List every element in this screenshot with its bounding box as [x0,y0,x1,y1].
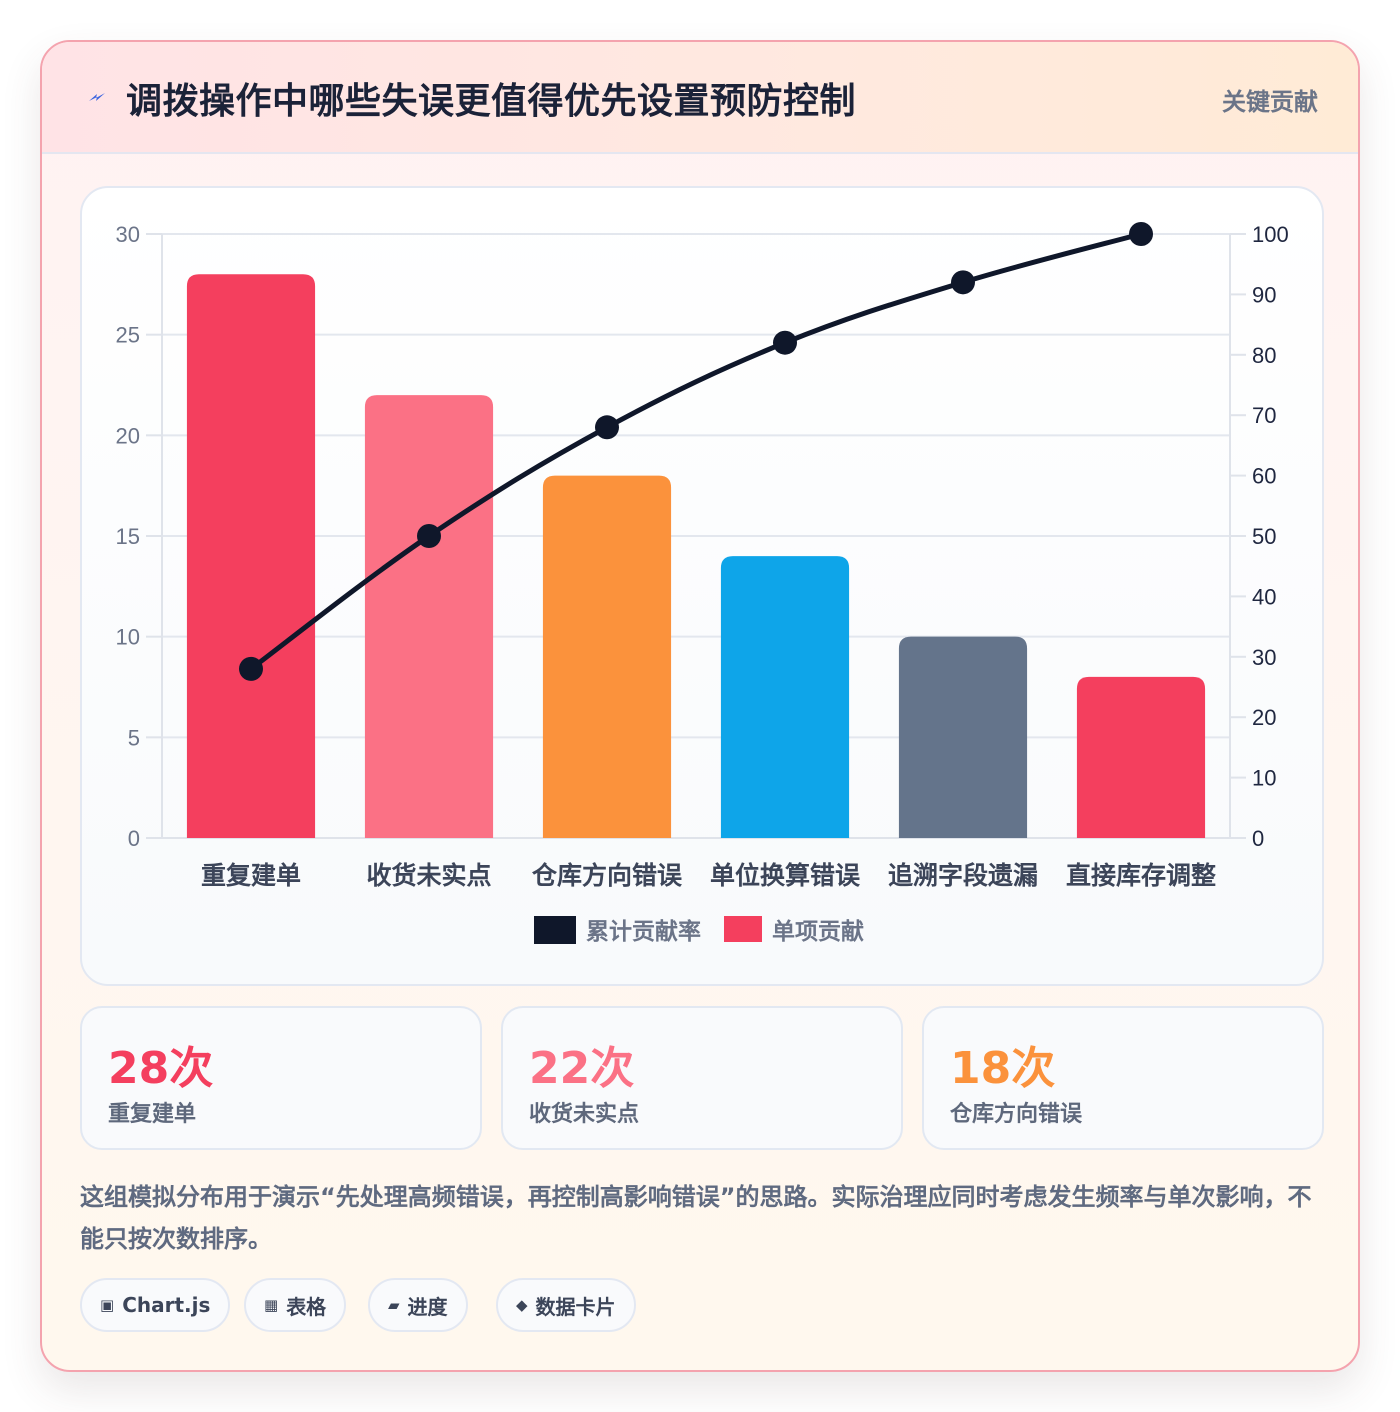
stat-value: 18次 [950,1043,1056,1094]
y-left-tick-label: 30 [116,222,140,247]
x-tick-label: 仓库方向错误 [531,861,683,890]
cumulative-point-6 [1129,222,1153,246]
y-right-tick-label: 10 [1252,766,1276,791]
explanation-note: 这组模拟分布用于演示“先处理高频错误，再控制高影响错误”的思路。实际治理应同时考… [80,1183,1312,1253]
chart-panel: 0 5 10 15 20 25 30 0 10 20 30 40 50 60 70 80 90 100 重复建单 收货… [80,186,1324,986]
y-left-tick-label: 0 [128,826,140,851]
bar-1 [186,274,316,838]
y-right-tick-label: 20 [1252,705,1276,730]
x-tick-label: 单位换算错误 [710,861,861,890]
y-right-tick-label: 80 [1252,343,1276,368]
x-tick-label: 直接库存调整 [1066,861,1216,890]
legend-label-cumulative: 累计贡献率 [586,918,701,945]
y-right-tick-label: 60 [1252,464,1276,489]
data-card-icon: ◆ [516,1296,528,1314]
cumulative-line [249,231,1142,671]
chip-chartjs[interactable]: ▣ Chart.js [80,1278,231,1332]
chip-progress[interactable]: ▰ 进度 [368,1278,468,1332]
chip-label: 进度 [407,1294,448,1319]
y-left-tick-label: 20 [116,423,140,448]
y-left-tick-label: 25 [116,323,140,348]
y-left-tick-label: 15 [116,524,140,549]
progress-icon: ▰ [388,1296,400,1314]
cumulative-point-1 [239,656,263,681]
bar-4 [720,556,850,838]
y-right-tick-label: 30 [1252,645,1276,670]
stat-label: 收货未实点 [529,1102,640,1127]
chip-table[interactable]: ▦ 表格 [244,1278,347,1332]
bar-3 [542,475,672,838]
y-right-tick-label: 100 [1252,222,1289,247]
y-left-tick-label: 10 [116,625,140,650]
cumulative-point-5 [951,270,975,295]
cumulative-point-3 [595,415,619,440]
stat-card-3: 18次 仓库方向错误 [922,1006,1324,1150]
chip-label: Chart.js [122,1293,211,1317]
chip-data-card[interactable]: ◆ 数据卡片 [496,1278,636,1332]
bar-6 [1076,676,1206,838]
legend-swatch-single [724,916,762,942]
stat-label: 仓库方向错误 [950,1102,1083,1127]
chart-card: 调拨操作中哪些失误更值得优先设置预防控制 关键贡献 0 5 10 15 20 25 30 0 1… [40,40,1360,1372]
chip-label: 数据卡片 [535,1294,616,1319]
cumulative-point-4 [773,330,797,355]
y-right-tick-label: 40 [1252,584,1276,609]
stat-value: 22次 [529,1043,635,1094]
card-header: 调拨操作中哪些失误更值得优先设置预防控制 关键贡献 [42,42,1358,154]
stat-card-2: 22次 收货未实点 [501,1006,903,1150]
chart-icon: ▣ [100,1296,115,1314]
y-right-tick-label: 70 [1252,403,1276,428]
table-icon: ▦ [264,1296,279,1314]
stat-value: 28次 [108,1043,214,1094]
y-right-tick-label: 90 [1252,282,1276,307]
lightning-icon [89,93,105,101]
page-title: 调拨操作中哪些失误更值得优先设置预防控制 [126,81,857,122]
x-tick-label: 收货未实点 [366,861,491,890]
cumulative-point-2 [417,524,441,548]
pareto-chart: 0 5 10 15 20 25 30 0 10 20 30 40 50 60 70 80 90 100 重复建单 收货… [116,222,1289,945]
bar-5 [898,636,1028,838]
y-right-tick-label: 50 [1252,524,1276,549]
chip-label: 表格 [286,1294,327,1319]
header-tag: 关键贡献 [1222,88,1318,116]
y-right-tick-label: 0 [1252,826,1264,851]
legend-label-single: 单项贡献 [772,919,864,945]
legend-swatch-cumulative [534,916,576,944]
stat-card-1: 28次 重复建单 [80,1006,482,1150]
x-tick-label: 重复建单 [201,861,301,890]
x-tick-label: 追溯字段遗漏 [888,861,1038,890]
y-left-tick-label: 5 [128,725,140,750]
bar-2 [364,395,494,838]
stat-label: 重复建单 [108,1102,197,1127]
